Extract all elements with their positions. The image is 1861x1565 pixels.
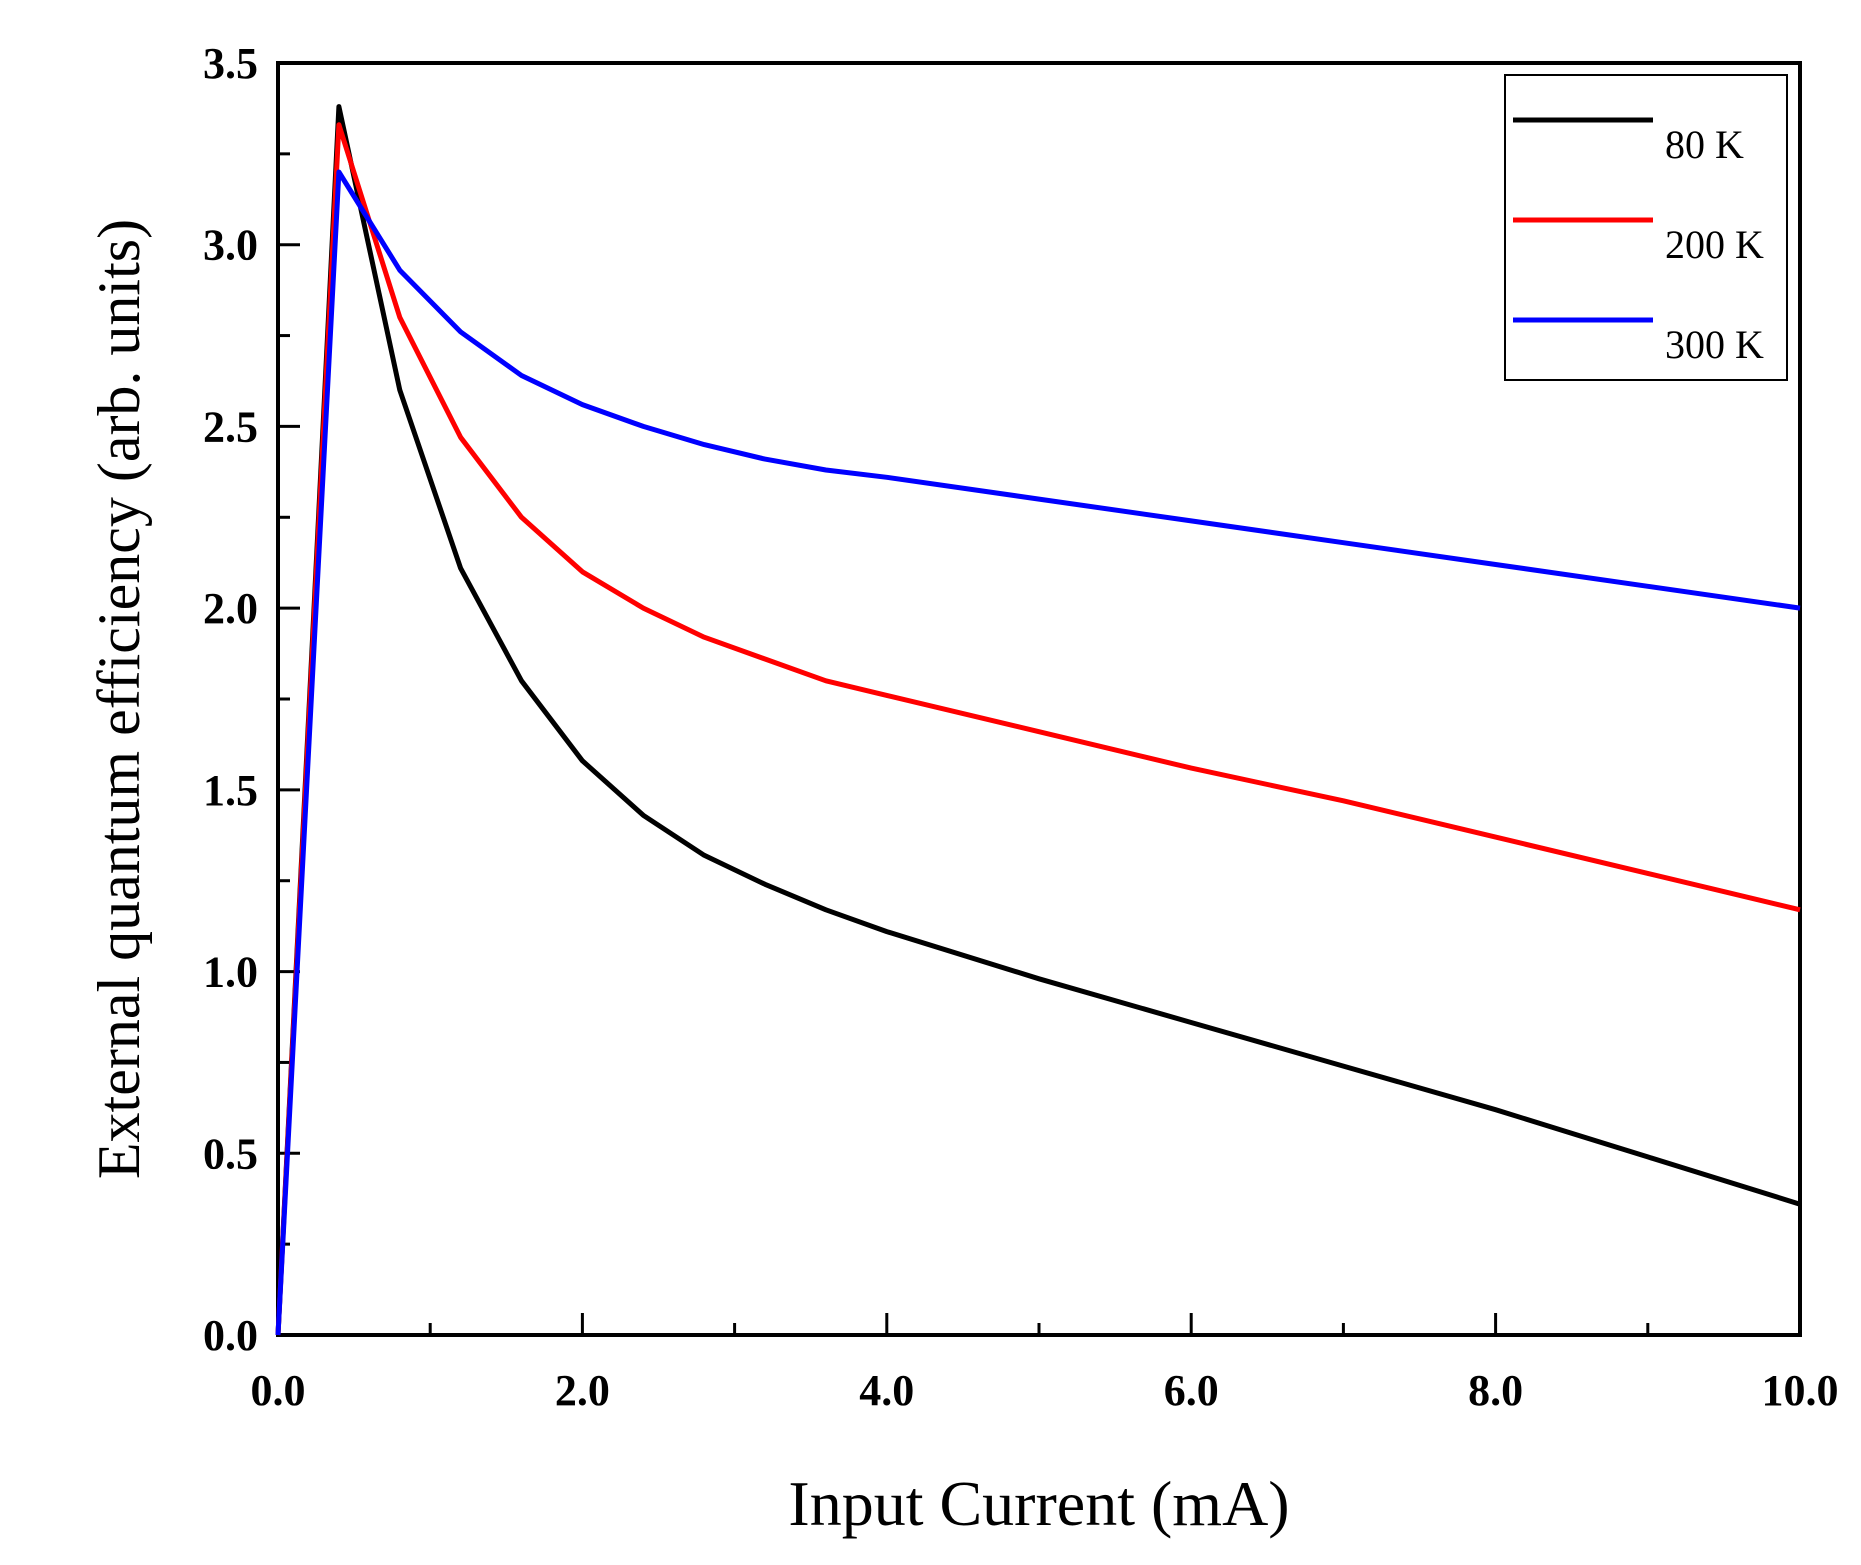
y-tick-label: 3.5 xyxy=(203,39,258,88)
series-line-80-k xyxy=(275,104,1801,1336)
y-tick-labels: 0.0 0.5 1.0 1.5 2.0 2.5 3.0 3.5 xyxy=(203,39,258,1360)
y-tick-label: 3.0 xyxy=(203,221,258,270)
x-tick-label: 0.0 xyxy=(251,1366,306,1415)
x-tick-label: 6.0 xyxy=(1164,1366,1219,1415)
legend-box xyxy=(1504,74,1788,381)
minor-ticks xyxy=(278,152,1650,1335)
y-tick-label: 1.5 xyxy=(203,766,258,815)
x-tick-labels: 0.0 2.0 4.0 6.0 8.0 10.0 xyxy=(251,1366,1839,1415)
y-axis-label: External quantum efficiency (arb. units) xyxy=(86,219,152,1179)
y-tick-label: 2.0 xyxy=(203,584,258,633)
y-tick-label: 2.5 xyxy=(203,402,258,451)
x-axis-label: Input Current (mA) xyxy=(788,1468,1289,1539)
legend-label-300-k: 300 K xyxy=(1665,322,1764,367)
series-line-200-k xyxy=(275,122,1801,1336)
y-tick-label: 0.5 xyxy=(203,1129,258,1178)
legend: 80 K 200 K 300 K xyxy=(1504,74,1788,381)
y-tick-label: 1.0 xyxy=(203,948,258,997)
legend-label-200-k: 200 K xyxy=(1665,222,1764,267)
x-tick-label: 4.0 xyxy=(859,1366,914,1415)
x-tick-label: 2.0 xyxy=(555,1366,610,1415)
series-line-300-k xyxy=(275,169,1801,1336)
series-lines xyxy=(275,104,1801,1336)
y-tick-label: 0.0 xyxy=(203,1311,258,1360)
x-tick-label: 10.0 xyxy=(1762,1366,1839,1415)
legend-label-80-k: 80 K xyxy=(1665,122,1744,167)
x-tick-label: 8.0 xyxy=(1468,1366,1523,1415)
